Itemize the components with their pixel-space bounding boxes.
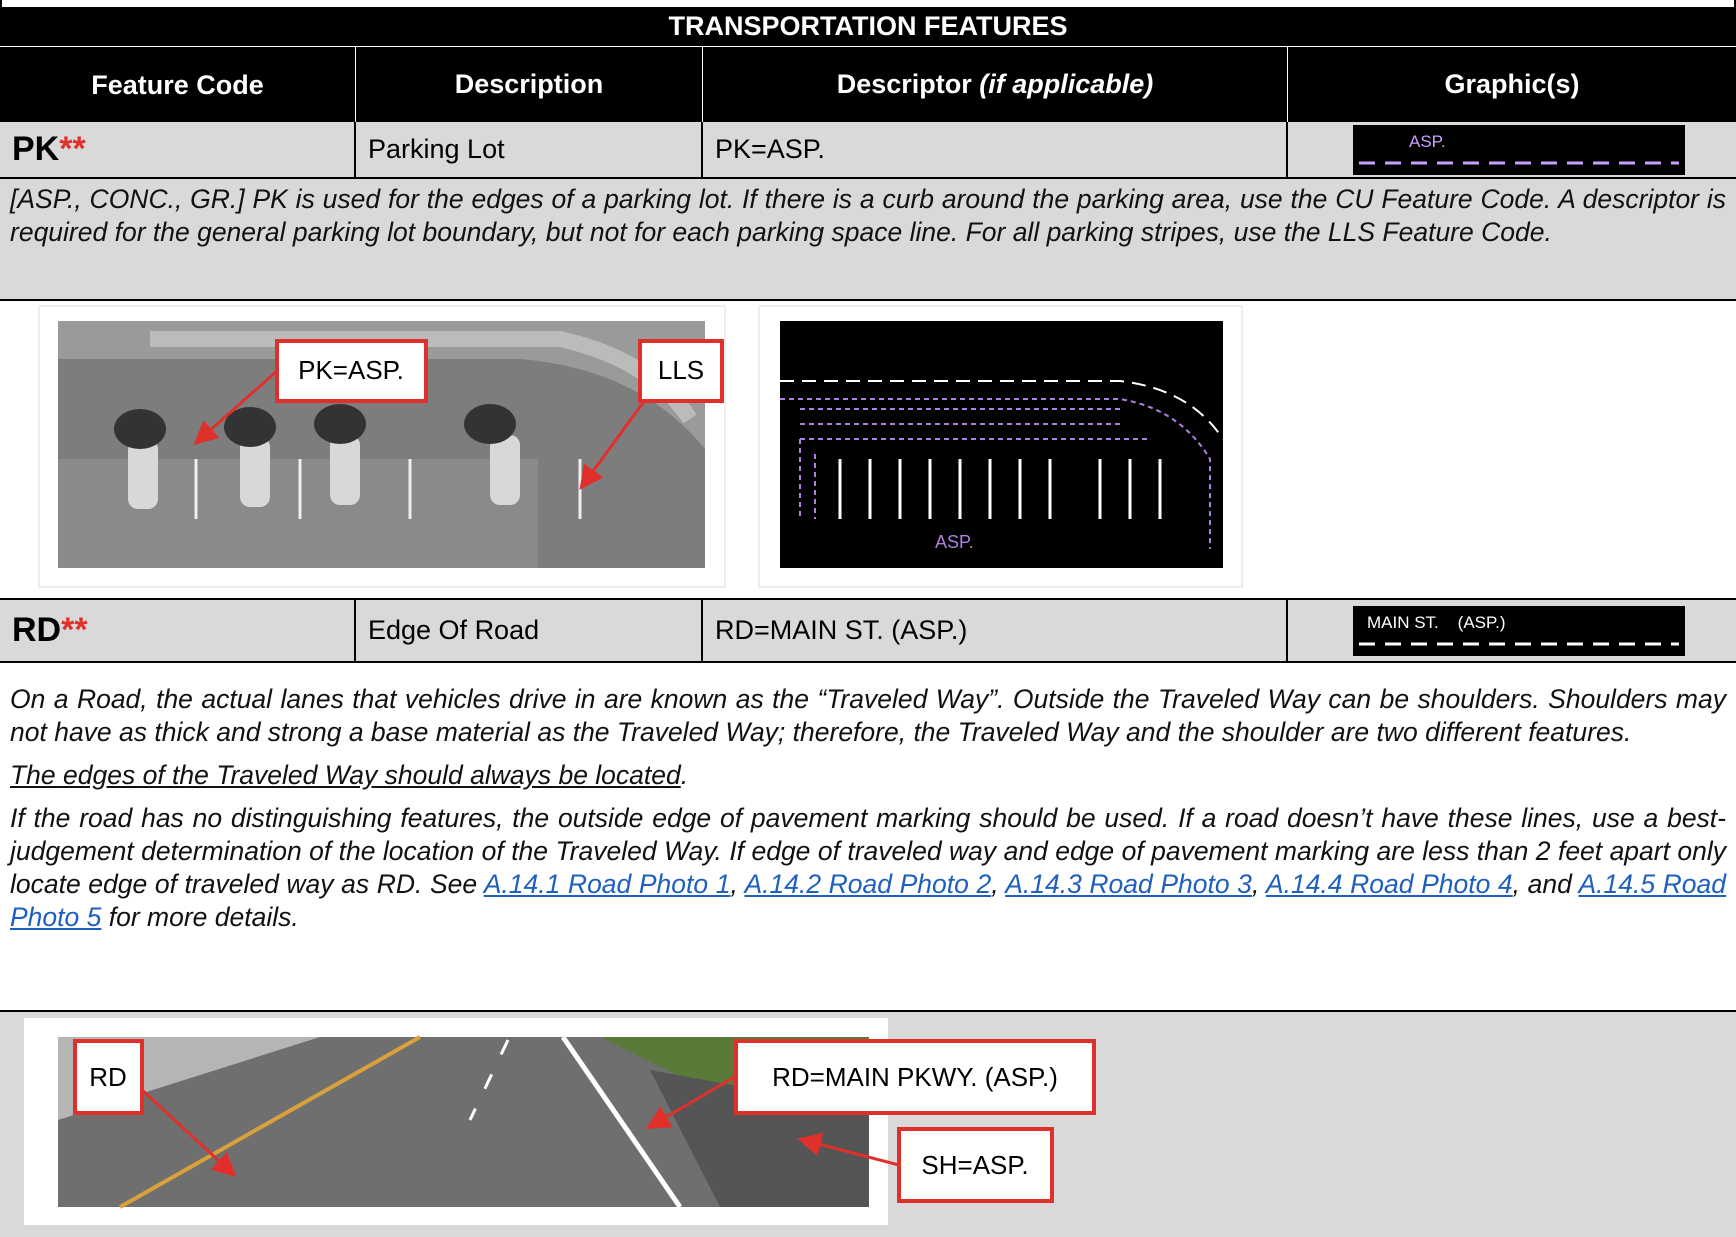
link[interactable]: A.14.3 Road Photo 3: [1005, 869, 1252, 899]
callout: SH=ASP.: [921, 1150, 1028, 1180]
code-cell: RD **: [0, 598, 356, 661]
required-mark: **: [61, 611, 88, 649]
text: On a Road, the actual lanes that vehicle…: [10, 684, 1726, 747]
link[interactable]: A.14.1 Road Photo 1: [483, 869, 731, 899]
link[interactable]: A.14.4 Road Photo 4: [1265, 869, 1513, 899]
description-cell: Edge Of Road: [356, 598, 703, 661]
table-title: TRANSPORTATION FEATURES: [0, 7, 1736, 47]
graphic: MAIN ST. (ASP.): [1353, 606, 1685, 656]
paragraph: If the road has no distinguishing featur…: [10, 802, 1726, 934]
required-mark: **: [59, 130, 86, 168]
callout: RD=MAIN PKWY. (ASP.): [772, 1062, 1058, 1092]
header-text: Descriptor: [836, 69, 972, 99]
figures: PK=ASP. LLS ASP.: [38, 305, 1243, 588]
feature-code: PK: [12, 130, 60, 168]
callout: RD: [89, 1062, 127, 1092]
graphic-label: MAIN ST. (ASP.): [1367, 613, 1506, 632]
header-note: (if applicable): [979, 69, 1154, 99]
text: for more details.: [101, 902, 299, 932]
drawing-label: ASP.: [935, 532, 974, 552]
text: ,: [730, 869, 745, 899]
paragraph: On a Road, the actual lanes that vehicle…: [10, 683, 1726, 749]
text: If the road has no distinguishing featur…: [10, 803, 1726, 899]
link[interactable]: A.14.5 Road Photo 5: [10, 869, 1727, 932]
paragraph: [ASP., CONC., GR.] PK is used for the ed…: [10, 183, 1726, 249]
link[interactable]: A.14.2 Road Photo 2: [744, 869, 992, 899]
paragraph: The edges of the Traveled Way should alw…: [10, 759, 1726, 792]
header-cell: Graphic(s): [1288, 47, 1736, 122]
graphic-label: ASP.: [1409, 132, 1446, 151]
text: ,: [991, 869, 1006, 899]
notes: On a Road, the actual lanes that vehicle…: [0, 661, 1736, 1010]
notes: [ASP., CONC., GR.] PK is used for the ed…: [0, 177, 1736, 299]
description-cell: Parking Lot: [356, 122, 703, 177]
text: .: [680, 760, 689, 790]
descriptor-cell: PK=ASP.: [703, 122, 1288, 177]
callout: PK=ASP.: [298, 355, 404, 385]
header-cell: Description: [356, 47, 703, 122]
text: , and: [1512, 869, 1579, 899]
callout: LLS: [658, 355, 704, 385]
text: The edges of the Traveled Way should alw…: [10, 760, 681, 790]
feature-code: RD: [12, 611, 62, 649]
header-cell: Descriptor (if applicable): [703, 47, 1288, 122]
figures: RD RD=MAIN PKWY. (ASP.) SH=ASP.: [24, 1018, 1096, 1225]
text: [ASP., CONC., GR.] PK is used for the ed…: [10, 184, 1726, 247]
header-cell: Feature Code: [0, 47, 356, 122]
code-cell: PK **: [0, 122, 356, 177]
descriptor-cell: RD=MAIN ST. (ASP.): [703, 598, 1288, 661]
graphic: ASP.: [1353, 125, 1685, 175]
text: ,: [1251, 869, 1266, 899]
